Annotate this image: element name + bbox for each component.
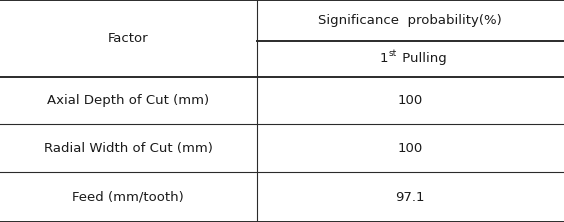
Text: Feed (mm/tooth): Feed (mm/tooth) [72, 190, 184, 204]
Text: 1: 1 [379, 52, 388, 65]
Text: Axial Depth of Cut (mm): Axial Depth of Cut (mm) [47, 94, 209, 107]
Text: 100: 100 [398, 94, 423, 107]
Text: Factor: Factor [108, 32, 149, 45]
Text: 100: 100 [398, 142, 423, 155]
Text: Radial Width of Cut (mm): Radial Width of Cut (mm) [44, 142, 213, 155]
Text: Pulling: Pulling [398, 52, 447, 65]
Text: st: st [389, 49, 397, 58]
Text: Significance  probability(%): Significance probability(%) [319, 14, 502, 27]
Text: 97.1: 97.1 [395, 190, 425, 204]
